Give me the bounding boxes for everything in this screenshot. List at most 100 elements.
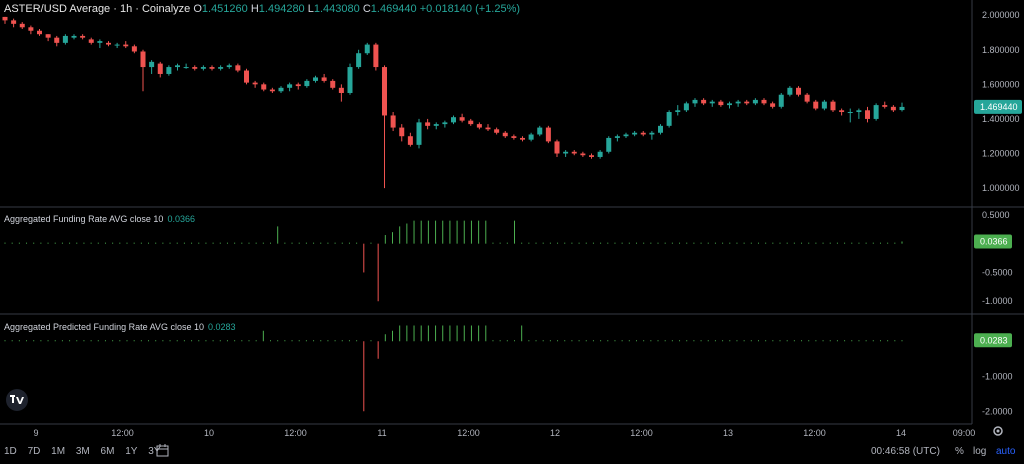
candle-body: [175, 65, 180, 68]
time-tick-label: 12: [550, 428, 560, 438]
auto-toggle[interactable]: auto: [996, 446, 1016, 457]
candle-body: [218, 67, 224, 69]
candle-body: [28, 27, 34, 31]
date-range-icon[interactable]: [156, 444, 170, 461]
candle-body: [597, 151, 603, 157]
settings-gear-icon[interactable]: [992, 425, 1004, 440]
candle-body: [752, 99, 758, 104]
predicted-funding-rate-legend: Aggregated Predicted Funding Rate AVG cl…: [4, 322, 236, 332]
candle-body: [563, 151, 569, 154]
candle-body: [2, 16, 8, 21]
price-tick-label: 1.800000: [982, 45, 1020, 55]
candle-body: [382, 67, 387, 116]
candle-body: [157, 63, 163, 74]
last-price-badge: [974, 99, 1022, 114]
candle-body: [856, 110, 862, 113]
close-value: 1.469440: [370, 3, 417, 15]
candle-body: [330, 80, 336, 88]
candle-body: [502, 132, 508, 137]
candle-body: [796, 87, 801, 95]
change-value: +0.018140 (+1.25%): [419, 3, 521, 15]
candle-body: [537, 127, 543, 135]
indicator-tick-label: -0.5000: [982, 267, 1013, 277]
log-toggle[interactable]: log: [973, 446, 987, 457]
candle-body: [209, 67, 215, 69]
range-6m[interactable]: 6M: [100, 446, 115, 457]
time-tick-label: 9: [33, 428, 38, 438]
candle-body: [882, 105, 888, 107]
candle-body: [623, 134, 629, 137]
price-tick-label: 1.000000: [982, 183, 1020, 193]
candle-body: [123, 44, 129, 47]
candle-body: [62, 35, 68, 43]
candle-body: [407, 136, 413, 145]
candle-body: [80, 35, 86, 38]
price-tick-label: 1.400000: [982, 114, 1020, 124]
predicted-funding-rate-bars: [4, 325, 903, 412]
candle-body: [183, 67, 189, 69]
price-tick-label: 1.600000: [982, 79, 1020, 89]
candle-body: [71, 35, 77, 38]
candle-body: [364, 44, 370, 54]
candle-body: [658, 125, 663, 133]
candle-body: [865, 110, 870, 119]
candle-body: [373, 44, 379, 68]
tradingview-logo-icon[interactable]: [6, 389, 28, 411]
candle-body: [468, 120, 474, 125]
candle-body: [873, 105, 879, 119]
candle-body: [890, 106, 896, 111]
indicator-tick-label: 0.5000: [982, 210, 1010, 220]
candle-body: [106, 42, 111, 45]
candle-body: [735, 101, 741, 104]
candle-body: [701, 99, 707, 104]
candle-body: [554, 141, 560, 154]
candle-body: [580, 153, 586, 156]
candle-body: [813, 101, 819, 109]
candle-body: [778, 94, 784, 107]
range-3y[interactable]: 3Y: [148, 446, 161, 457]
low-value: 1.443080: [313, 3, 360, 15]
range-1m[interactable]: 1M: [51, 446, 66, 457]
candle-body: [338, 87, 344, 93]
funding-rate-value: 0.0366: [167, 214, 195, 224]
range-1d[interactable]: 1D: [4, 446, 17, 457]
candle-body: [226, 65, 232, 68]
candle-body: [140, 51, 146, 68]
candle-body: [899, 106, 905, 111]
funding-last-value-badge: [974, 234, 1012, 249]
percent-toggle[interactable]: %: [955, 446, 964, 457]
range-3m[interactable]: 3M: [75, 446, 90, 457]
candle-body: [304, 80, 310, 87]
candle-body: [269, 89, 275, 92]
candle-body: [459, 117, 465, 121]
candle-body: [54, 37, 60, 43]
candle-body: [511, 136, 517, 138]
candle-body: [356, 53, 362, 68]
high-value: 1.494280: [258, 3, 305, 15]
candle-body: [787, 87, 793, 95]
candle-body: [347, 67, 353, 93]
candle-body: [770, 103, 776, 107]
candle-body: [433, 124, 439, 126]
candle-body: [528, 134, 534, 140]
time-tick-label: 12:00: [803, 428, 826, 438]
time-tick-label: 09:00: [953, 428, 976, 438]
candle-body: [640, 132, 646, 135]
candle-body: [166, 67, 172, 74]
time-tick-label: 12:00: [457, 428, 480, 438]
candle-body: [683, 103, 689, 111]
candle-body: [571, 151, 577, 154]
candle-body: [192, 67, 198, 69]
range-1y[interactable]: 1Y: [125, 446, 138, 457]
indicator-tick-label: -1.0000: [982, 296, 1013, 306]
open-value: 1.451260: [201, 3, 248, 15]
utc-clock[interactable]: 00:46:58 (UTC): [871, 446, 940, 457]
candle-body: [244, 70, 249, 83]
candle-body: [399, 127, 405, 137]
indicator-tick-label: -1.0000: [982, 371, 1013, 381]
candle-body: [261, 84, 267, 90]
range-7d[interactable]: 7D: [27, 446, 41, 457]
candle-body: [149, 61, 155, 68]
candle-body: [235, 65, 241, 71]
candle-body: [632, 132, 638, 135]
